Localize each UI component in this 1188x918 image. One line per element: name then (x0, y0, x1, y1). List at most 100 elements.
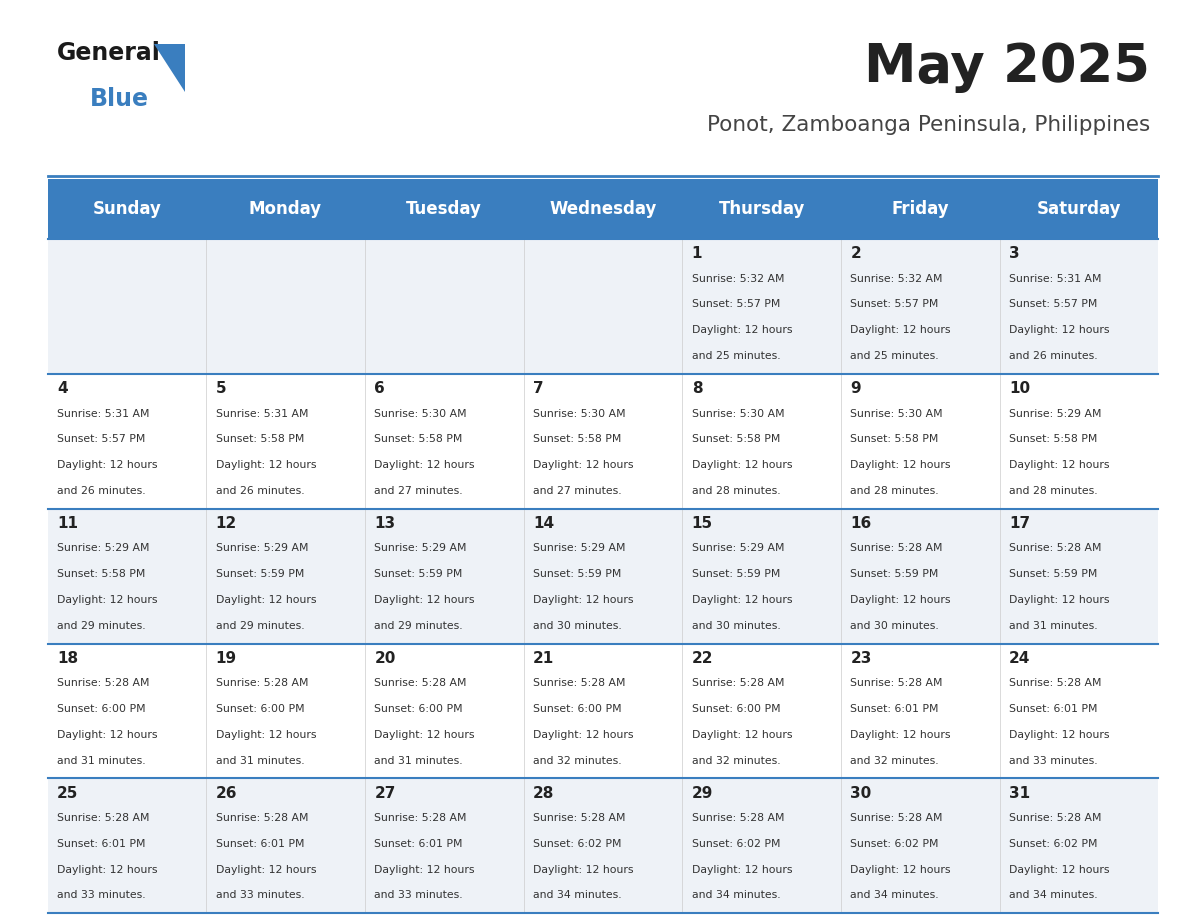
Text: Sunset: 5:57 PM: Sunset: 5:57 PM (57, 434, 145, 444)
Text: 25: 25 (57, 786, 78, 800)
Text: and 29 minutes.: and 29 minutes. (216, 621, 304, 631)
Text: Daylight: 12 hours: Daylight: 12 hours (374, 460, 475, 470)
Text: Sunset: 5:58 PM: Sunset: 5:58 PM (691, 434, 781, 444)
Text: 30: 30 (851, 786, 872, 800)
Text: Daylight: 12 hours: Daylight: 12 hours (57, 865, 158, 875)
Text: Daylight: 12 hours: Daylight: 12 hours (851, 595, 950, 605)
Text: 21: 21 (533, 651, 555, 666)
Text: Sunset: 5:59 PM: Sunset: 5:59 PM (691, 569, 781, 579)
Text: Sunrise: 5:28 AM: Sunrise: 5:28 AM (1009, 543, 1101, 554)
Text: and 26 minutes.: and 26 minutes. (1009, 351, 1098, 361)
Text: Daylight: 12 hours: Daylight: 12 hours (57, 595, 158, 605)
Text: 2: 2 (851, 246, 861, 261)
Text: 1: 1 (691, 246, 702, 261)
Text: Sunset: 6:01 PM: Sunset: 6:01 PM (374, 839, 463, 849)
Text: 31: 31 (1009, 786, 1030, 800)
Text: Daylight: 12 hours: Daylight: 12 hours (691, 460, 792, 470)
Text: Sunrise: 5:29 AM: Sunrise: 5:29 AM (57, 543, 150, 554)
Text: 19: 19 (216, 651, 236, 666)
Text: Sunset: 5:59 PM: Sunset: 5:59 PM (851, 569, 939, 579)
Text: Sunset: 5:58 PM: Sunset: 5:58 PM (216, 434, 304, 444)
Text: Sunset: 6:02 PM: Sunset: 6:02 PM (533, 839, 621, 849)
Text: and 33 minutes.: and 33 minutes. (57, 890, 146, 901)
Text: Sunrise: 5:28 AM: Sunrise: 5:28 AM (691, 813, 784, 823)
Text: and 27 minutes.: and 27 minutes. (533, 486, 621, 496)
Text: Sunrise: 5:32 AM: Sunrise: 5:32 AM (691, 274, 784, 284)
Text: Sunrise: 5:28 AM: Sunrise: 5:28 AM (374, 813, 467, 823)
Text: and 25 minutes.: and 25 minutes. (851, 351, 939, 361)
Text: Sunset: 6:02 PM: Sunset: 6:02 PM (691, 839, 781, 849)
Text: Sunrise: 5:29 AM: Sunrise: 5:29 AM (533, 543, 626, 554)
Text: Daylight: 12 hours: Daylight: 12 hours (1009, 595, 1110, 605)
Text: Daylight: 12 hours: Daylight: 12 hours (851, 325, 950, 335)
Text: Sunset: 6:00 PM: Sunset: 6:00 PM (374, 704, 463, 714)
Text: Daylight: 12 hours: Daylight: 12 hours (216, 460, 316, 470)
Text: Sunrise: 5:31 AM: Sunrise: 5:31 AM (1009, 274, 1101, 284)
Text: 10: 10 (1009, 381, 1030, 396)
Bar (48, 644, 1158, 778)
Text: Sunrise: 5:28 AM: Sunrise: 5:28 AM (851, 813, 943, 823)
Bar (48, 778, 1158, 913)
Text: 9: 9 (851, 381, 861, 396)
Text: Sunset: 6:00 PM: Sunset: 6:00 PM (57, 704, 146, 714)
Text: and 27 minutes.: and 27 minutes. (374, 486, 463, 496)
Text: Sunrise: 5:31 AM: Sunrise: 5:31 AM (57, 409, 150, 419)
Text: Sunrise: 5:28 AM: Sunrise: 5:28 AM (533, 813, 626, 823)
Text: Sunrise: 5:28 AM: Sunrise: 5:28 AM (1009, 813, 1101, 823)
Text: Sunset: 5:59 PM: Sunset: 5:59 PM (374, 569, 463, 579)
Bar (48, 509, 1158, 644)
Text: 14: 14 (533, 516, 554, 531)
Text: and 29 minutes.: and 29 minutes. (374, 621, 463, 631)
Text: and 30 minutes.: and 30 minutes. (533, 621, 621, 631)
Text: Sunrise: 5:30 AM: Sunrise: 5:30 AM (374, 409, 467, 419)
Text: 15: 15 (691, 516, 713, 531)
Bar (48, 374, 1158, 509)
Text: 8: 8 (691, 381, 702, 396)
Text: Daylight: 12 hours: Daylight: 12 hours (374, 865, 475, 875)
Text: Daylight: 12 hours: Daylight: 12 hours (691, 595, 792, 605)
Text: 22: 22 (691, 651, 713, 666)
Text: Daylight: 12 hours: Daylight: 12 hours (57, 730, 158, 740)
Text: Tuesday: Tuesday (406, 200, 482, 218)
Text: and 32 minutes.: and 32 minutes. (691, 756, 781, 766)
Text: Sunset: 6:01 PM: Sunset: 6:01 PM (57, 839, 145, 849)
Polygon shape (154, 44, 185, 92)
Text: Daylight: 12 hours: Daylight: 12 hours (691, 865, 792, 875)
Text: Daylight: 12 hours: Daylight: 12 hours (851, 460, 950, 470)
Text: Daylight: 12 hours: Daylight: 12 hours (216, 730, 316, 740)
Text: and 32 minutes.: and 32 minutes. (851, 756, 939, 766)
Text: Daylight: 12 hours: Daylight: 12 hours (216, 595, 316, 605)
Text: Daylight: 12 hours: Daylight: 12 hours (57, 460, 158, 470)
Bar (48, 239, 1158, 374)
Text: and 29 minutes.: and 29 minutes. (57, 621, 146, 631)
Text: 11: 11 (57, 516, 78, 531)
Text: Sunrise: 5:30 AM: Sunrise: 5:30 AM (691, 409, 784, 419)
Text: and 26 minutes.: and 26 minutes. (216, 486, 304, 496)
Text: Sunrise: 5:28 AM: Sunrise: 5:28 AM (374, 678, 467, 688)
Text: Daylight: 12 hours: Daylight: 12 hours (533, 595, 633, 605)
Text: Daylight: 12 hours: Daylight: 12 hours (374, 595, 475, 605)
Text: Sunrise: 5:28 AM: Sunrise: 5:28 AM (1009, 678, 1101, 688)
Text: Saturday: Saturday (1037, 200, 1121, 218)
Text: and 31 minutes.: and 31 minutes. (1009, 621, 1098, 631)
Text: Daylight: 12 hours: Daylight: 12 hours (533, 460, 633, 470)
Text: Friday: Friday (891, 200, 949, 218)
Text: Sunrise: 5:29 AM: Sunrise: 5:29 AM (374, 543, 467, 554)
Text: Sunset: 5:57 PM: Sunset: 5:57 PM (1009, 299, 1098, 309)
Bar (48, 179, 1158, 239)
Text: Sunrise: 5:28 AM: Sunrise: 5:28 AM (691, 678, 784, 688)
Text: Sunrise: 5:28 AM: Sunrise: 5:28 AM (216, 678, 308, 688)
Text: Wednesday: Wednesday (549, 200, 657, 218)
Text: and 34 minutes.: and 34 minutes. (1009, 890, 1098, 901)
Text: Sunset: 6:01 PM: Sunset: 6:01 PM (851, 704, 939, 714)
Text: and 34 minutes.: and 34 minutes. (691, 890, 781, 901)
Text: Daylight: 12 hours: Daylight: 12 hours (533, 865, 633, 875)
Text: 26: 26 (216, 786, 238, 800)
Text: Daylight: 12 hours: Daylight: 12 hours (1009, 865, 1110, 875)
Text: and 34 minutes.: and 34 minutes. (533, 890, 621, 901)
Text: Daylight: 12 hours: Daylight: 12 hours (374, 730, 475, 740)
Text: and 28 minutes.: and 28 minutes. (851, 486, 939, 496)
Text: Sunrise: 5:28 AM: Sunrise: 5:28 AM (533, 678, 626, 688)
Text: 29: 29 (691, 786, 713, 800)
Text: and 33 minutes.: and 33 minutes. (1009, 756, 1098, 766)
